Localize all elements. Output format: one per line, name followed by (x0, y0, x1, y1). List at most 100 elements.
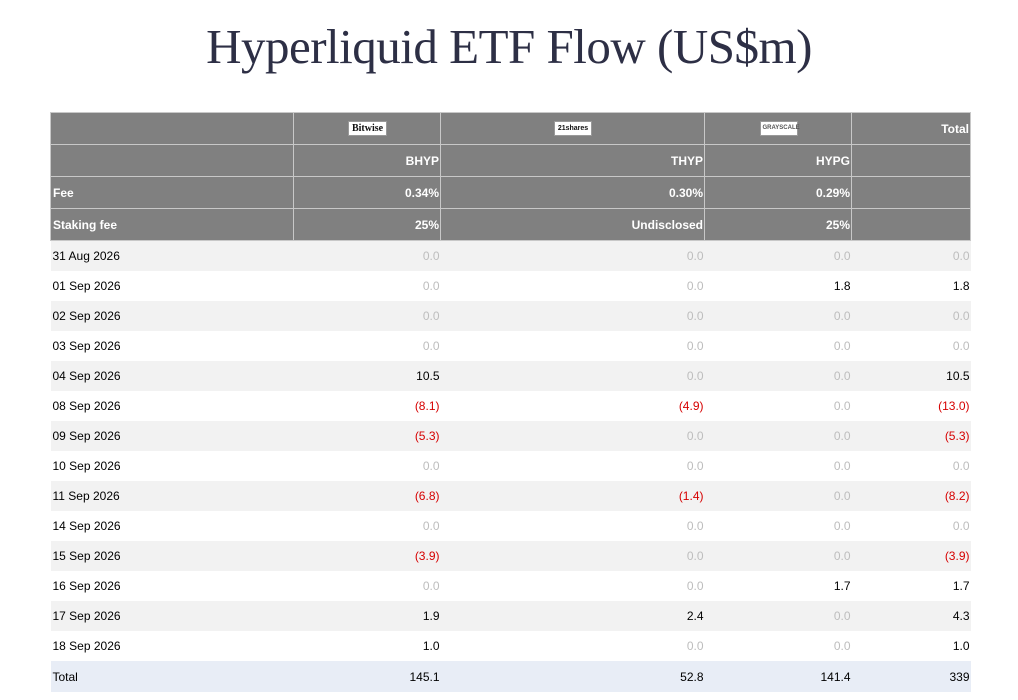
thyp-cell: 0.0 (440, 631, 705, 661)
bitwise-header: Bitwise (293, 112, 441, 145)
total-cell: 0.0 (851, 331, 971, 361)
table-row: 09 Sep 2026 (5.3) 0.0 0.0 (5.3) (50, 421, 971, 451)
thyp-cell: 0.0 (440, 240, 705, 271)
header-blank (50, 112, 294, 145)
thyp-cell: 2.4 (440, 601, 705, 631)
ticker-thyp: THYP (440, 144, 705, 177)
ticker-total-blank (851, 144, 971, 177)
ticker-bhyp: BHYP (293, 144, 441, 177)
fee-hypg: 0.29% (704, 176, 852, 209)
hypg-cell: 1.8 (704, 271, 852, 301)
thyp-cell: 0.0 (440, 571, 705, 601)
hypg-cell: 0.0 (704, 511, 852, 541)
hypg-cell: 0.0 (704, 331, 852, 361)
thyp-cell: 0.0 (440, 271, 705, 301)
total-cell: 1.0 (851, 631, 971, 661)
table-row: 17 Sep 2026 1.9 2.4 0.0 4.3 (50, 601, 971, 631)
bhyp-cell: 0.0 (293, 271, 441, 301)
table-row: 18 Sep 2026 1.0 0.0 0.0 1.0 (50, 631, 971, 661)
thyp-cell: 0.0 (440, 451, 705, 481)
hypg-cell: 0.0 (704, 631, 852, 661)
bhyp-cell: 1.9 (293, 601, 441, 631)
thyp-cell: 0.0 (440, 511, 705, 541)
bhyp-cell: 0.0 (293, 451, 441, 481)
date-cell: 10 Sep 2026 (50, 451, 294, 481)
table-row: 08 Sep 2026 (8.1) (4.9) 0.0 (13.0) (50, 391, 971, 421)
thyp-cell: 0.0 (440, 301, 705, 331)
bhyp-cell: 10.5 (293, 361, 441, 391)
fee-bhyp: 0.34% (293, 176, 441, 209)
total-row: Total 145.1 52.8 141.4 339 (50, 661, 971, 692)
table-row: 04 Sep 2026 10.5 0.0 0.0 10.5 (50, 361, 971, 391)
table-row: 03 Sep 2026 0.0 0.0 0.0 0.0 (50, 331, 971, 361)
hypg-cell: 0.0 (704, 391, 852, 421)
table-row: 02 Sep 2026 0.0 0.0 0.0 0.0 (50, 301, 971, 331)
table-row: 31 Aug 2026 0.0 0.0 0.0 0.0 (50, 240, 971, 271)
21shares-logo: 21shares (554, 121, 592, 137)
thyp-cell: 0.0 (440, 541, 705, 571)
date-cell: 18 Sep 2026 (50, 631, 294, 661)
table-row: 14 Sep 2026 0.0 0.0 0.0 0.0 (50, 511, 971, 541)
total-cell: 1.7 (851, 571, 971, 601)
thyp-cell: (1.4) (440, 481, 705, 511)
hypg-cell: 1.7 (704, 571, 852, 601)
bhyp-cell: 145.1 (293, 661, 441, 692)
bhyp-cell: 0.0 (293, 331, 441, 361)
fee-thyp: 0.30% (440, 176, 705, 209)
date-cell: 08 Sep 2026 (50, 391, 294, 421)
page-title: Hyperliquid ETF Flow (US$m) (206, 19, 812, 74)
date-cell: 04 Sep 2026 (50, 361, 294, 391)
hypg-cell: 141.4 (704, 661, 852, 692)
21shares-header: 21shares (440, 112, 705, 145)
bhyp-cell: 0.0 (293, 240, 441, 271)
total-label: Total (50, 661, 294, 692)
bhyp-cell: (8.1) (293, 391, 441, 421)
total-cell: 1.8 (851, 271, 971, 301)
hypg-cell: 0.0 (704, 451, 852, 481)
staking-fee-thyp: Undisclosed (440, 208, 705, 241)
bitwise-logo: Bitwise (348, 121, 387, 137)
bhyp-cell: (5.3) (293, 421, 441, 451)
total-cell: (8.2) (851, 481, 971, 511)
bhyp-cell: (3.9) (293, 541, 441, 571)
total-cell: 0.0 (851, 240, 971, 271)
table-row: 15 Sep 2026 (3.9) 0.0 0.0 (3.9) (50, 541, 971, 571)
total-cell: 4.3 (851, 601, 971, 631)
ticker-blank (50, 144, 294, 177)
staking-fee-bhyp: 25% (293, 208, 441, 241)
hypg-cell: 0.0 (704, 541, 852, 571)
staking-fee-hypg: 25% (704, 208, 852, 241)
total-cell: 0.0 (851, 451, 971, 481)
total-cell: (3.9) (851, 541, 971, 571)
date-cell: 01 Sep 2026 (50, 271, 294, 301)
thyp-cell: (4.9) (440, 391, 705, 421)
thyp-cell: 0.0 (440, 361, 705, 391)
hypg-cell: 0.0 (704, 301, 852, 331)
total-cell: 0.0 (851, 511, 971, 541)
flow-rows: 31 Aug 2026 0.0 0.0 0.0 0.0 01 Sep 2026 0.0 0.0… (50, 240, 971, 692)
table-row: 10 Sep 2026 0.0 0.0 0.0 0.0 (50, 451, 971, 481)
grayscale-logo: GRAYSCALE (759, 121, 800, 137)
bhyp-cell: 1.0 (293, 631, 441, 661)
date-cell: 02 Sep 2026 (50, 301, 294, 331)
table-row: 16 Sep 2026 0.0 0.0 1.7 1.7 (50, 571, 971, 601)
table-row: 01 Sep 2026 0.0 0.0 1.8 1.8 (50, 271, 971, 301)
bhyp-cell: 0.0 (293, 301, 441, 331)
date-cell: 11 Sep 2026 (50, 481, 294, 511)
grayscale-header: GRAYSCALE (704, 112, 852, 145)
total-cell: 10.5 (851, 361, 971, 391)
etf-flow-table: Bitwise 21shares GRAYSCALE Total BHYP TH… (50, 112, 971, 692)
date-cell: 15 Sep 2026 (50, 541, 294, 571)
thyp-cell: 52.8 (440, 661, 705, 692)
total-column-header: Total (851, 112, 971, 145)
ticker-hypg: HYPG (704, 144, 852, 177)
ticker-header-row: BHYP THYP HYPG (50, 144, 971, 177)
hypg-cell: 0.0 (704, 601, 852, 631)
date-cell: 16 Sep 2026 (50, 571, 294, 601)
date-cell: 09 Sep 2026 (50, 421, 294, 451)
hypg-cell: 0.0 (704, 481, 852, 511)
fee-row: Fee 0.34% 0.30% 0.29% (50, 176, 971, 209)
fee-total-blank (851, 176, 971, 209)
fee-label: Fee (50, 176, 294, 209)
staking-fee-total-blank (851, 208, 971, 241)
